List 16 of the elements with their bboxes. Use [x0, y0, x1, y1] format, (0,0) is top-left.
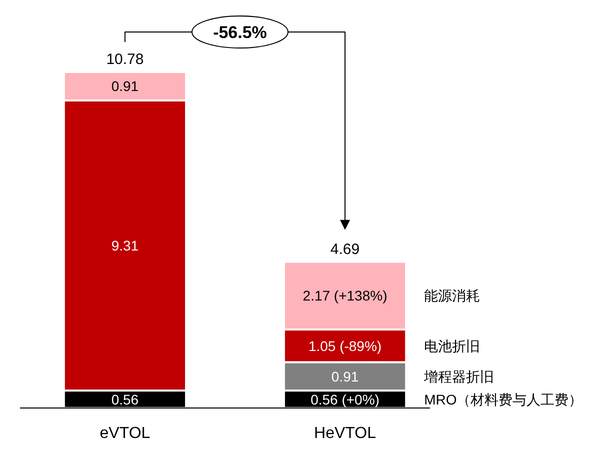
data-label: 2.17 (+138%): [302, 288, 388, 304]
data-label: 0.56 (+0%): [310, 391, 380, 408]
data-label: 1.05 (-89%): [308, 338, 382, 354]
data-label: 9.31: [111, 237, 139, 254]
total-label: 4.69: [330, 240, 360, 258]
series-label: MRO（材料费与人工费）: [424, 391, 583, 408]
data-label: 0.56: [111, 391, 139, 408]
total-label: 10.78: [106, 51, 144, 68]
data-label: 0.91: [111, 78, 139, 94]
x-tick-label: HeVTOL: [314, 425, 376, 442]
series-label: 电池折旧: [424, 338, 480, 354]
text: -56.5%: [213, 23, 267, 42]
x-tick-label: eVTOL: [100, 425, 150, 442]
series-label: 能源消耗: [424, 288, 480, 304]
series-label: 增程器折旧: [423, 368, 494, 384]
data-label: 0.91: [331, 368, 359, 384]
